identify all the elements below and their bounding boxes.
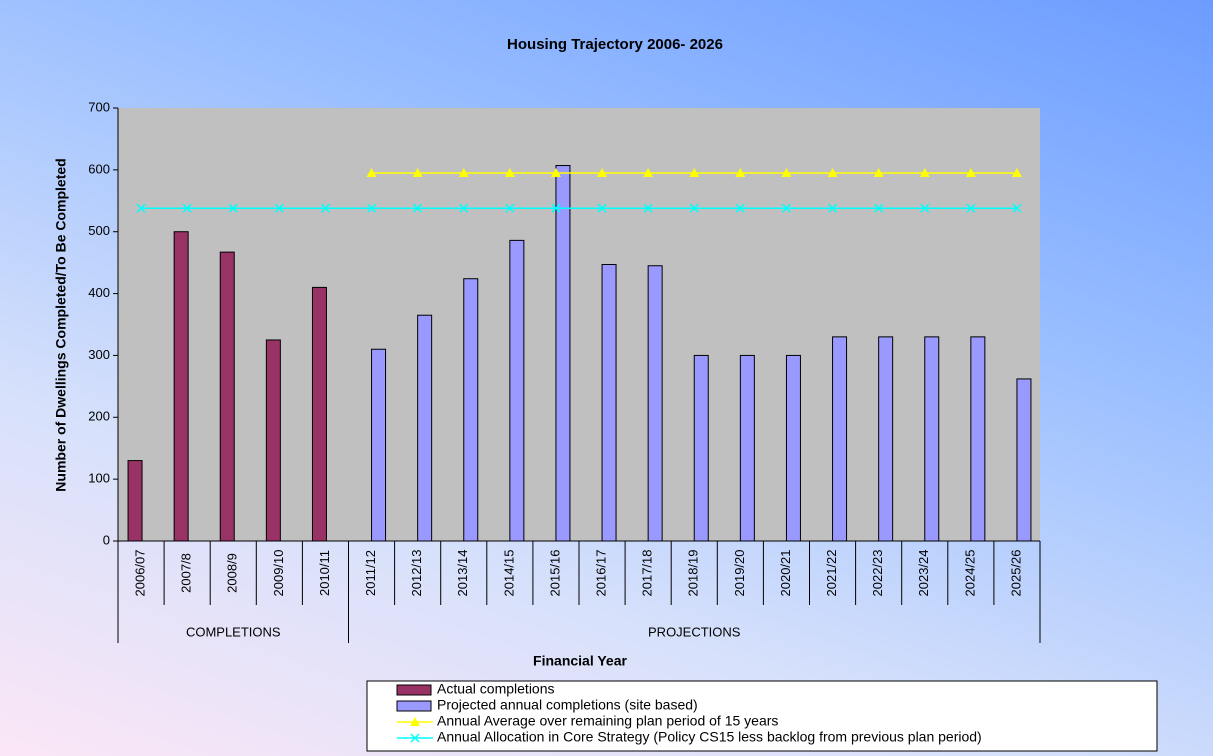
x-tick-label: 2008/9 bbox=[225, 553, 240, 593]
marker bbox=[1012, 203, 1022, 213]
bar bbox=[463, 278, 479, 542]
y-tick-label: 400 bbox=[88, 285, 110, 300]
bar bbox=[417, 314, 433, 542]
marker bbox=[504, 167, 515, 177]
legend-label: Annual Allocation in Core Strategy (Poli… bbox=[437, 729, 982, 745]
bar bbox=[601, 263, 617, 542]
y-tick-label: 200 bbox=[88, 409, 110, 424]
x-tick-label: 2024/25 bbox=[962, 550, 977, 597]
y-tick-label: 300 bbox=[88, 347, 110, 362]
y-tick-label: 500 bbox=[88, 223, 110, 238]
marker bbox=[228, 203, 238, 213]
x-tick-label: 2006/07 bbox=[132, 550, 147, 597]
marker bbox=[689, 203, 699, 213]
legend-swatch bbox=[396, 700, 432, 712]
chart-title: Housing Trajectory 2006- 2026 bbox=[507, 36, 723, 53]
marker bbox=[366, 167, 377, 177]
marker bbox=[827, 167, 838, 177]
legend-box bbox=[366, 680, 1158, 752]
marker bbox=[136, 203, 146, 213]
marker bbox=[966, 203, 976, 213]
marker bbox=[965, 167, 976, 177]
marker bbox=[781, 167, 792, 177]
marker bbox=[459, 203, 469, 213]
bar bbox=[555, 165, 571, 542]
x-tick-label: 2022/23 bbox=[870, 550, 885, 597]
marker bbox=[597, 167, 608, 177]
y-tick-label: 600 bbox=[88, 161, 110, 176]
bar bbox=[1016, 378, 1032, 542]
x-tick-label: 2025/26 bbox=[1008, 550, 1023, 597]
marker bbox=[781, 203, 791, 213]
marker bbox=[550, 167, 561, 177]
marker bbox=[920, 203, 930, 213]
marker bbox=[367, 203, 377, 213]
x-tick-label: 2011/12 bbox=[363, 550, 378, 596]
bar bbox=[173, 231, 189, 542]
y-tick-label: 700 bbox=[88, 99, 110, 114]
bar bbox=[371, 348, 387, 542]
x-tick-label: 2012/13 bbox=[409, 550, 424, 597]
marker bbox=[458, 167, 469, 177]
x-tick-label: 2015/16 bbox=[547, 550, 562, 597]
x-tick-label: 2007/8 bbox=[179, 553, 194, 593]
y-tick-label: 100 bbox=[88, 471, 110, 486]
x-tick-label: 2018/19 bbox=[686, 550, 701, 597]
x-tick-label: 2016/17 bbox=[593, 550, 608, 597]
marker bbox=[689, 167, 700, 177]
bar bbox=[509, 239, 525, 542]
legend-label: Projected annual completions (site based… bbox=[437, 697, 698, 713]
bar bbox=[832, 336, 848, 542]
x-tick-label: 2019/20 bbox=[732, 550, 747, 597]
bar bbox=[739, 354, 755, 542]
x-tick-label: 2020/21 bbox=[778, 550, 793, 597]
x-tick-label: 2014/15 bbox=[501, 550, 516, 597]
marker bbox=[412, 167, 423, 177]
x-tick-label: 2021/22 bbox=[824, 550, 839, 597]
bar bbox=[924, 336, 940, 542]
x-tick-label: 2017/18 bbox=[640, 550, 655, 597]
bar bbox=[785, 354, 801, 542]
marker bbox=[410, 733, 420, 743]
x-tick-label: 2023/24 bbox=[916, 550, 931, 597]
bar bbox=[970, 336, 986, 542]
marker bbox=[828, 203, 838, 213]
marker bbox=[735, 203, 745, 213]
bar bbox=[265, 339, 281, 542]
bar bbox=[647, 265, 663, 542]
marker bbox=[274, 203, 284, 213]
marker bbox=[643, 167, 654, 177]
x-tick-label: 2009/10 bbox=[271, 550, 286, 597]
x-tick-label: 2010/11 bbox=[317, 550, 332, 596]
marker bbox=[597, 203, 607, 213]
marker bbox=[551, 203, 561, 213]
marker bbox=[410, 717, 420, 726]
legend-swatch bbox=[396, 684, 432, 696]
marker bbox=[182, 203, 192, 213]
bar bbox=[127, 460, 143, 542]
x-axis-label: Financial Year bbox=[533, 653, 627, 669]
group-label: PROJECTIONS bbox=[648, 624, 741, 639]
marker bbox=[505, 203, 515, 213]
marker bbox=[919, 167, 930, 177]
marker bbox=[1011, 167, 1022, 177]
marker bbox=[320, 203, 330, 213]
bar bbox=[311, 286, 327, 542]
bar bbox=[878, 336, 894, 542]
marker bbox=[643, 203, 653, 213]
legend-label: Annual Average over remaining plan perio… bbox=[437, 713, 778, 729]
marker bbox=[873, 167, 884, 177]
marker bbox=[735, 167, 746, 177]
y-axis-label: Number of Dwellings Completed/To Be Comp… bbox=[53, 158, 69, 491]
y-tick-label: 0 bbox=[103, 532, 110, 547]
bar bbox=[219, 251, 235, 542]
marker bbox=[874, 203, 884, 213]
x-tick-label: 2013/14 bbox=[455, 550, 470, 597]
marker bbox=[413, 203, 423, 213]
bar bbox=[693, 354, 709, 542]
legend-label: Actual completions bbox=[437, 681, 555, 697]
group-label: COMPLETIONS bbox=[186, 624, 281, 639]
